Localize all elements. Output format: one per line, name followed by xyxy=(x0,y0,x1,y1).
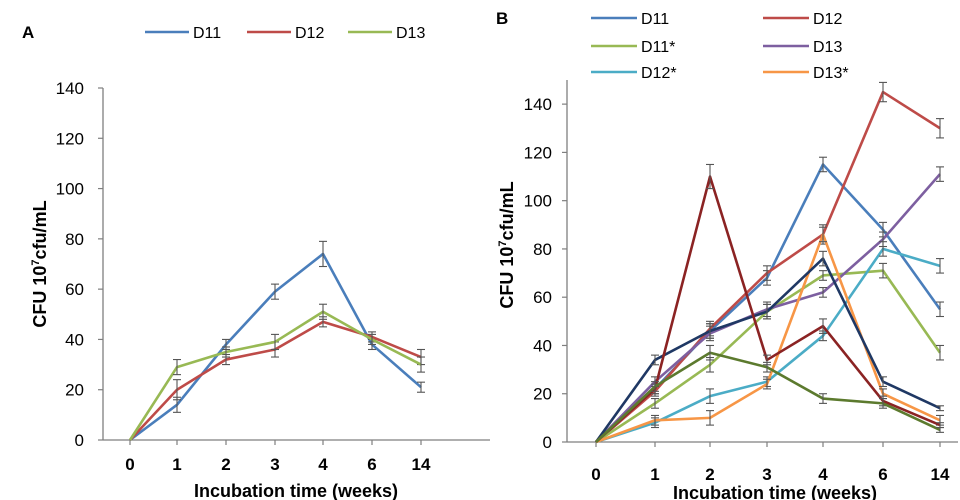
x-tick-label: 3 xyxy=(762,465,771,484)
series-unlabeled-8 xyxy=(595,344,944,443)
x-axis-title: Incubation time (weeks) xyxy=(194,481,398,500)
legend-label: D13* xyxy=(813,65,849,82)
y-tick-label: 140 xyxy=(56,79,84,98)
y-tick-label: 100 xyxy=(56,180,84,199)
legend-label: D13 xyxy=(396,25,425,42)
y-tick-label: 20 xyxy=(65,381,84,400)
x-tick-label: 1 xyxy=(172,455,181,474)
series-line xyxy=(128,310,422,441)
y-tick-label: 40 xyxy=(65,330,84,349)
chart-panel-b: B 0 20 40 60 80 100 120 140 0 1 2 3 4 6 14 Incubation ti… xyxy=(496,9,958,500)
chart-panel-a: A 0 20 40 60 80 100 120 140 0 1 2 3 4 6 14 Incubation ti… xyxy=(22,23,490,500)
x-tick-label: 14 xyxy=(931,465,950,484)
x-tick-label: 6 xyxy=(367,455,376,474)
x-tick-label: 4 xyxy=(818,465,828,484)
series-d11-star xyxy=(595,262,944,444)
series-d12 xyxy=(129,316,425,441)
y-tick-label: 40 xyxy=(533,336,552,355)
x-tick-label: 4 xyxy=(318,455,328,474)
x-tick-label: 1 xyxy=(650,465,659,484)
y-tick-label: 100 xyxy=(524,192,552,211)
x-tick-label: 2 xyxy=(705,465,714,484)
legend-label: D12* xyxy=(641,65,677,82)
y-tick-label: 80 xyxy=(533,240,552,259)
series-d11 xyxy=(595,156,944,443)
y-tick-label: 0 xyxy=(75,431,84,450)
legend: D11 D12 D11* D13 D12* D13* xyxy=(591,11,849,82)
panel-letter: A xyxy=(22,23,34,42)
panel-letter: B xyxy=(496,9,508,28)
series-line xyxy=(595,173,941,443)
x-tick-label: 0 xyxy=(125,455,134,474)
legend-label: D11* xyxy=(641,39,675,56)
x-tick-label: 0 xyxy=(591,465,600,484)
x-tick-label: 14 xyxy=(412,455,431,474)
x-tick-label: 2 xyxy=(221,455,230,474)
series-unlabeled-7 xyxy=(595,163,944,443)
series-line xyxy=(594,257,941,443)
y-tick-label: 20 xyxy=(533,385,552,404)
y-tick-label: 0 xyxy=(543,433,552,452)
y-axis-title: CFU 107cfu/mL xyxy=(30,200,50,327)
series-unlabeled-6 xyxy=(594,250,944,443)
x-axis-title: Incubation time (weeks) xyxy=(673,483,877,500)
x-tick-label: 3 xyxy=(270,455,279,474)
legend: D11 D12 D13 xyxy=(145,25,425,42)
legend-label: D12 xyxy=(295,25,324,42)
series-d13 xyxy=(128,303,425,441)
legend-label: D13 xyxy=(813,39,842,56)
series-line xyxy=(595,269,942,444)
y-tick-label: 120 xyxy=(524,143,552,162)
x-tick-label: 6 xyxy=(878,465,887,484)
series-d13-star xyxy=(595,226,944,444)
y-axis-title: CFU 107cfu/mL xyxy=(497,181,517,308)
y-tick-label: 60 xyxy=(65,280,84,299)
series-line xyxy=(595,163,942,443)
legend-label: D11 xyxy=(193,25,221,42)
y-tick-label: 80 xyxy=(65,230,84,249)
legend-label: D11 xyxy=(641,11,669,28)
y-tick-label: 120 xyxy=(56,129,84,148)
legend-label: D12 xyxy=(813,11,842,28)
y-tick-label: 140 xyxy=(524,95,552,114)
y-tick-label: 60 xyxy=(533,288,552,307)
